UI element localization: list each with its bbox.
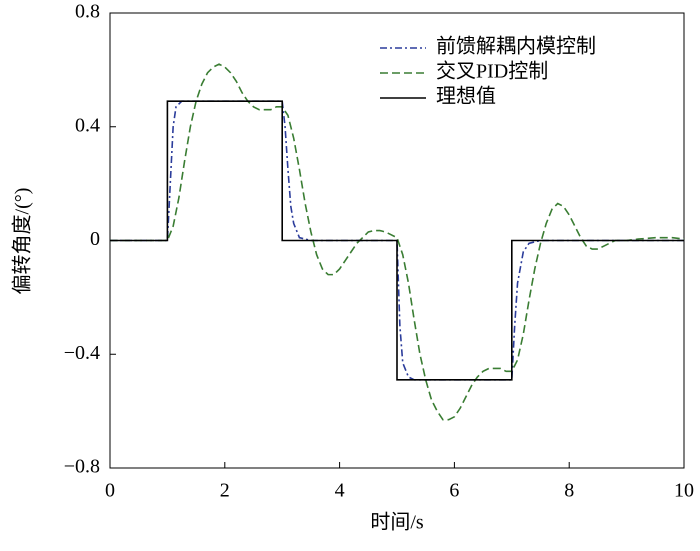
series-line (110, 100, 684, 381)
x-tick-label: 4 (335, 480, 345, 502)
legend-label: 理想值 (436, 85, 496, 108)
y-tick-label: −0.8 (64, 456, 100, 478)
legend-label: 前馈解耦内模控制 (436, 35, 596, 58)
y-tick-label: 0.4 (75, 114, 100, 136)
y-axis-label: 偏转角度/(°) (11, 188, 34, 295)
series-line (110, 63, 685, 421)
x-tick-label: 2 (220, 480, 230, 502)
x-tick-label: 10 (674, 480, 694, 502)
x-tick-label: 0 (105, 480, 115, 502)
legend-label: 交叉PID控制 (436, 60, 548, 83)
x-tick-label: 8 (564, 480, 574, 502)
y-tick-label: 0.8 (75, 1, 100, 23)
y-tick-label: −0.4 (64, 342, 100, 364)
x-tick-label: 6 (449, 480, 459, 502)
x-axis-label: 时间/s (370, 511, 424, 534)
y-tick-label: 0 (90, 228, 100, 250)
